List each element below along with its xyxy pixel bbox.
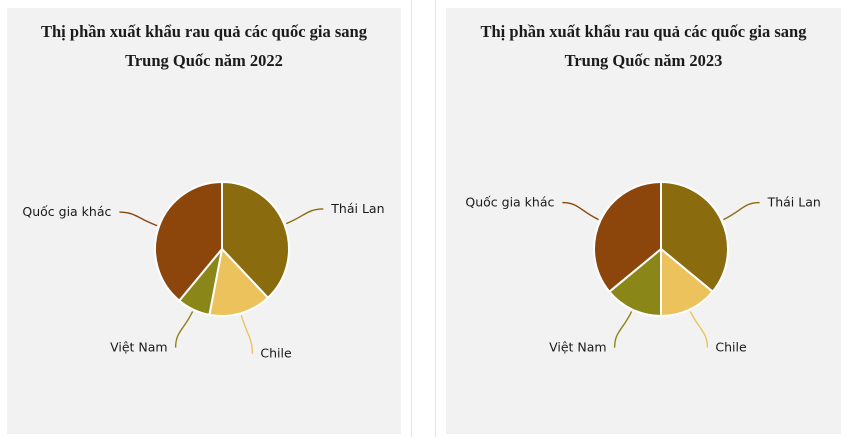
label-connector-chile bbox=[240, 315, 254, 354]
label-connector-thai-lan bbox=[285, 208, 324, 225]
slice-label-chile: Chile bbox=[715, 340, 747, 355]
slice-label-quoc-gia-khac: Quốc gia khác bbox=[465, 195, 554, 210]
label-connector-quoc-gia-khac bbox=[562, 201, 599, 221]
slice-label-viet-nam: Việt Nam bbox=[110, 340, 168, 355]
pie-slice-quoc-gia-khac[interactable] bbox=[154, 181, 223, 302]
chart-title-2022: Thị phần xuất khẩu rau quả các quốc gia … bbox=[41, 22, 367, 70]
label-connector-viet-nam bbox=[613, 311, 633, 348]
pie-slice-thai-lan[interactable] bbox=[660, 181, 729, 293]
slice-label-chile: Chile bbox=[260, 346, 292, 361]
pie-slice-quoc-gia-khac[interactable] bbox=[593, 181, 662, 293]
pie-slice-viet-nam[interactable] bbox=[608, 248, 662, 317]
label-connector-thai-lan bbox=[723, 201, 760, 221]
pie-chart-2022[interactable]: Thái Lan Chile Việt Nam Quốc gia khác bbox=[7, 8, 401, 434]
slice-label-viet-nam: Việt Nam bbox=[549, 340, 607, 355]
plot-area-2023: Thị phần xuất khẩu rau quả các quốc gia … bbox=[446, 8, 841, 434]
label-connector-chile bbox=[689, 311, 709, 348]
chart-title-2023: Thị phần xuất khẩu rau quả các quốc gia … bbox=[480, 22, 807, 70]
pie-slice-chile[interactable] bbox=[208, 248, 269, 317]
chart-card-2023: Thị phần xuất khẩu rau quả các quốc gia … bbox=[435, 0, 846, 437]
label-connector-quoc-gia-khac bbox=[119, 211, 158, 227]
slice-label-thai-lan: Thái Lan bbox=[767, 195, 821, 210]
pie-chart-2023[interactable]: Thái Lan Chile Việt Nam Quốc gia khác bbox=[446, 8, 840, 434]
label-connector-viet-nam bbox=[174, 311, 194, 348]
chart-card-2022: Thị phần xuất khẩu rau quả các quốc gia … bbox=[0, 0, 412, 437]
slice-label-quoc-gia-khac: Quốc gia khác bbox=[22, 204, 111, 219]
pie-slice-chile[interactable] bbox=[660, 248, 714, 317]
pie-slice-thai-lan[interactable] bbox=[221, 181, 290, 299]
slice-label-thai-lan: Thái Lan bbox=[330, 201, 384, 216]
plot-area-2022: Thị phần xuất khẩu rau quả các quốc gia … bbox=[7, 8, 401, 434]
